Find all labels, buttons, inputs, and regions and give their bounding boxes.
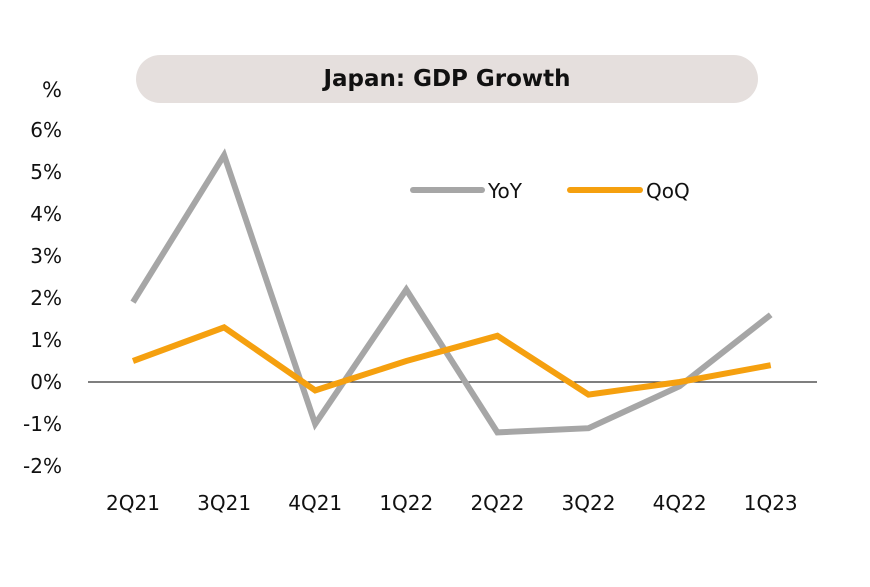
y-tick-label: 6% bbox=[30, 118, 62, 142]
x-axis-ticks: 2Q21 3Q21 4Q21 1Q22 2Q22 3Q22 4Q22 1Q23 bbox=[106, 491, 798, 515]
x-tick-label: 2Q22 bbox=[470, 491, 524, 515]
x-tick-label: 4Q22 bbox=[653, 491, 707, 515]
y-axis-ticks: -2% -1% 0% 1% 2% 3% 4% 5% 6% bbox=[23, 118, 62, 478]
x-tick-label: 2Q21 bbox=[106, 491, 160, 515]
y-tick-label: 2% bbox=[30, 286, 62, 310]
chart-title-banner: Japan: GDP Growth bbox=[136, 55, 758, 103]
chart-title: Japan: GDP Growth bbox=[323, 66, 571, 92]
x-tick-label: 3Q21 bbox=[197, 491, 251, 515]
y-axis-unit-label: % bbox=[42, 78, 62, 102]
y-tick-label: 4% bbox=[30, 202, 62, 226]
legend-label-yoy: YoY bbox=[487, 179, 523, 203]
y-tick-label: 3% bbox=[30, 244, 62, 268]
series-line-qoq bbox=[131, 324, 772, 398]
y-tick-label: 1% bbox=[30, 328, 62, 352]
legend: YoY QoQ bbox=[410, 179, 690, 203]
x-tick-label: 3Q22 bbox=[562, 491, 616, 515]
x-tick-label: 1Q22 bbox=[379, 491, 433, 515]
x-tick-label: 4Q21 bbox=[288, 491, 342, 515]
series-lines bbox=[130, 148, 773, 436]
y-tick-label: -2% bbox=[23, 454, 62, 478]
y-tick-label: 5% bbox=[30, 160, 62, 184]
series-line-yoy bbox=[130, 148, 773, 436]
y-tick-label: -1% bbox=[23, 412, 62, 436]
x-tick-label: 1Q23 bbox=[744, 491, 798, 515]
y-tick-label: 0% bbox=[30, 370, 62, 394]
legend-label-qoq: QoQ bbox=[646, 179, 690, 203]
